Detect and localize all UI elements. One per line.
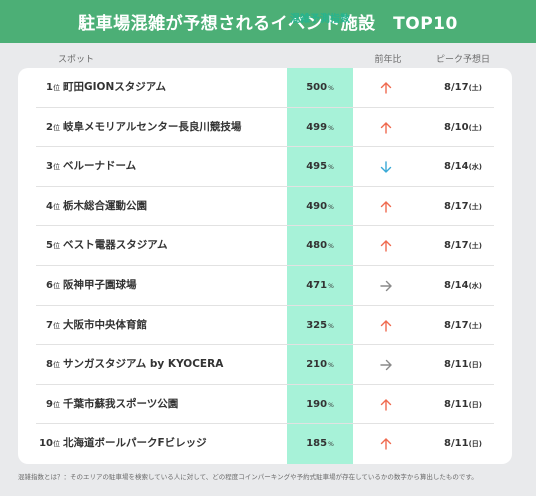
- rank-label: 7位: [46, 319, 60, 331]
- row-divider: [36, 264, 494, 266]
- arrow-up-icon: [370, 79, 402, 97]
- header-score: 混雑予測指数: [290, 14, 350, 25]
- arrow-right-icon: [370, 277, 402, 295]
- rank-label: 9位: [46, 398, 60, 410]
- venue-name: 岐阜メモリアルセンター長良川競技場: [63, 120, 242, 133]
- score-value: 471%: [306, 280, 334, 291]
- venue-name: ベルーナドーム: [63, 160, 137, 173]
- venue-name: 北海道ボールパークFビレッジ: [63, 437, 207, 450]
- table-row: 6位 阪神甲子園球場 471% 8/14(水): [18, 266, 512, 306]
- score-value: 490%: [306, 200, 334, 212]
- venue-name: 栃木総合運動公園: [63, 199, 147, 212]
- arrow-up-icon: [370, 317, 402, 335]
- ranking-table: [18, 68, 512, 464]
- venue-name: ベスト電器スタジアム: [63, 239, 168, 252]
- table-row: 10位 北海道ボールパークFビレッジ 185% 8/11(日): [18, 424, 512, 464]
- score-value: 210%: [306, 359, 334, 371]
- rank-label: 6位: [46, 280, 60, 291]
- rank-label: 3位: [46, 161, 60, 173]
- peak-date: 8/14(水): [444, 280, 482, 291]
- row-divider: [36, 146, 494, 148]
- arrow-up-icon: [370, 119, 402, 137]
- row-divider: [36, 383, 494, 385]
- footnote: 混雑指数とは？：そのエリアの駐車場を検索している人に対して、どの程度コインパーキ…: [18, 473, 478, 481]
- score-value: 480%: [306, 240, 334, 252]
- rank-label: 8位: [46, 359, 60, 371]
- row-divider: [36, 185, 494, 187]
- arrow-up-icon: [370, 396, 402, 414]
- table-row: 3位 ベルーナドーム 495% 8/14(水): [18, 147, 512, 187]
- score-value: 325%: [306, 319, 334, 331]
- table-row: 7位 大阪市中央体育館 325% 8/17(土): [18, 306, 512, 346]
- title-banner: 駐車場混雑が予想されるイベント施設 TOP10: [0, 0, 536, 43]
- arrow-up-icon: [370, 198, 402, 216]
- header-yoy: 前年比: [374, 55, 402, 65]
- arrow-right-icon: [370, 356, 402, 374]
- table-row: 5位 ベスト電器スタジアム 480% 8/17(土): [18, 226, 512, 266]
- score-value: 500%: [306, 82, 334, 93]
- venue-name: 千葉市蘇我スポーツ公園: [63, 397, 179, 410]
- row-divider: [36, 106, 494, 108]
- peak-date: 8/11(日): [444, 438, 482, 450]
- peak-date: 8/17(土): [444, 240, 482, 252]
- score-value: 495%: [306, 161, 334, 173]
- peak-date: 8/11(日): [444, 359, 482, 371]
- table-row: 8位 サンガスタジアム by KYOCERA 210% 8/11(日): [18, 345, 512, 385]
- venue-name: 阪神甲子園球場: [63, 279, 137, 291]
- rank-label: 10位: [39, 438, 60, 450]
- arrow-up-icon: [370, 237, 402, 255]
- peak-date: 8/17(土): [444, 319, 482, 331]
- table-row: 4位 栃木総合運動公園 490% 8/17(土): [18, 187, 512, 227]
- score-value: 499%: [306, 121, 334, 133]
- page-title: 駐車場混雑が予想されるイベント施設 TOP10: [78, 14, 458, 34]
- row-divider: [36, 225, 494, 227]
- row-divider: [36, 344, 494, 346]
- table-row: 1位 町田GIONスタジアム 500% 8/17(土): [18, 68, 512, 108]
- score-value: 185%: [306, 438, 334, 450]
- rank-label: 5位: [46, 240, 60, 252]
- venue-name: 町田GIONスタジアム: [63, 81, 167, 93]
- row-divider: [36, 423, 494, 425]
- arrow-down-icon: [370, 158, 402, 176]
- peak-date: 8/11(日): [444, 398, 482, 410]
- table-row: 9位 千葉市蘇我スポーツ公園 190% 8/11(日): [18, 385, 512, 425]
- row-divider: [36, 304, 494, 306]
- score-value: 190%: [306, 398, 334, 410]
- table-row: 2位 岐阜メモリアルセンター長良川競技場 499% 8/10(土): [18, 108, 512, 148]
- peak-date: 8/14(水): [444, 161, 482, 173]
- venue-name: 大阪市中央体育館: [63, 318, 147, 331]
- rank-label: 1位: [46, 82, 60, 93]
- peak-date: 8/17(土): [444, 82, 482, 93]
- venue-name: サンガスタジアム by KYOCERA: [63, 358, 224, 371]
- peak-date: 8/10(土): [444, 121, 482, 133]
- rank-label: 2位: [46, 121, 60, 133]
- peak-date: 8/17(土): [444, 200, 482, 212]
- rank-label: 4位: [46, 200, 60, 212]
- header-spot: スポット: [58, 55, 95, 65]
- score-column-highlight: [287, 68, 353, 464]
- arrow-up-icon: [370, 435, 402, 453]
- header-peak-date: ピーク予想日: [435, 55, 490, 65]
